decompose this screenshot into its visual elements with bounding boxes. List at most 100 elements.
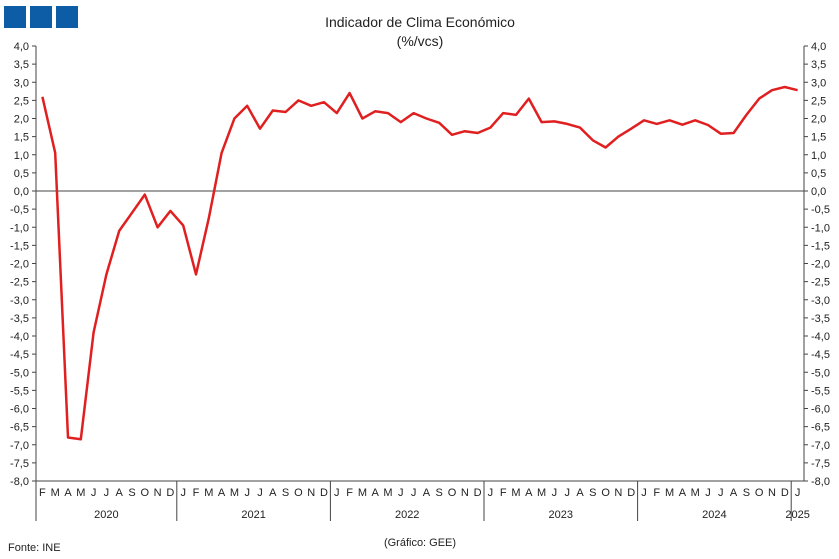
y-tick-label: -2,0	[811, 259, 830, 271]
y-tick-label: -4,5	[811, 349, 830, 361]
x-tick-label: J	[705, 487, 711, 499]
y-tick-label: 4,0	[811, 41, 826, 53]
x-tick-label: M	[230, 487, 239, 499]
y-tick-label: -6,0	[10, 404, 29, 416]
y-tick-label: -7,0	[10, 440, 29, 452]
x-tick-label: J	[718, 487, 724, 499]
y-tick-label: -1,5	[10, 240, 29, 252]
x-tick-label: D	[781, 487, 789, 499]
x-tick-label: J	[641, 487, 647, 499]
x-tick-label: A	[116, 487, 124, 499]
y-tick-label: 3,0	[14, 77, 29, 89]
x-tick-label: M	[204, 487, 213, 499]
y-tick-label: -5,5	[10, 385, 29, 397]
logo-square	[56, 6, 78, 28]
x-tick-label: J	[104, 487, 110, 499]
y-tick-label: 1,0	[14, 150, 29, 162]
x-tick-label: N	[768, 487, 776, 499]
x-tick-label: S	[282, 487, 289, 499]
y-tick-label: 3,0	[811, 77, 826, 89]
x-tick-label: F	[39, 487, 46, 499]
y-tick-label: 3,5	[811, 59, 826, 71]
x-tick-label: O	[141, 487, 150, 499]
y-tick-label: -2,0	[10, 259, 29, 271]
year-label: 2021	[241, 509, 265, 521]
y-tick-label: -7,5	[811, 458, 830, 470]
x-tick-label: M	[383, 487, 392, 499]
x-tick-label: D	[166, 487, 174, 499]
x-tick-label: F	[653, 487, 660, 499]
x-tick-label: J	[488, 487, 494, 499]
y-tick-label: 1,5	[14, 132, 29, 144]
x-tick-label: D	[627, 487, 635, 499]
x-tick-label: A	[64, 487, 72, 499]
y-axis-left: 4,0 3,5 3,0 2,5 2,0 1,5 1,0 0,5 0,0 -0,5 -1,0 -1,5 -…	[10, 41, 36, 488]
y-tick-label: 2,0	[811, 114, 826, 126]
y-tick-label: 4,0	[14, 41, 29, 53]
axes	[35, 46, 805, 482]
x-tick-label: F	[193, 487, 200, 499]
y-tick-label: -6,5	[811, 422, 830, 434]
x-tick-label: N	[614, 487, 622, 499]
y-tick-label: -7,0	[811, 440, 830, 452]
x-tick-label: N	[307, 487, 315, 499]
x-tick-label: A	[730, 487, 738, 499]
x-tick-label: J	[411, 487, 417, 499]
x-tick-label: A	[679, 487, 687, 499]
y-tick-label: -6,0	[811, 404, 830, 416]
y-tick-label: 3,5	[14, 59, 29, 71]
y-tick-label: 2,5	[811, 95, 826, 107]
x-tick-label: A	[423, 487, 431, 499]
y-tick-label: 0,5	[811, 168, 826, 180]
x-tick-label: J	[257, 487, 263, 499]
x-tick-label: M	[76, 487, 85, 499]
x-tick-label: O	[755, 487, 764, 499]
year-label: 2025	[785, 509, 809, 521]
year-label: 2020	[94, 509, 118, 521]
x-tick-label: O	[448, 487, 457, 499]
x-tick-label: M	[691, 487, 700, 499]
x-tick-label: J	[180, 487, 186, 499]
y-tick-label: -5,0	[811, 367, 830, 379]
x-tick-label: A	[525, 487, 533, 499]
year-label: 2024	[702, 509, 726, 521]
x-tick-label: D	[474, 487, 482, 499]
y-tick-label: -5,5	[811, 385, 830, 397]
chart-title: Indicador de Clima Económico	[325, 14, 515, 30]
x-tick-label: A	[372, 487, 380, 499]
logo-square	[4, 6, 26, 28]
y-tick-label: 0,0	[14, 186, 29, 198]
year-label: 2022	[395, 509, 419, 521]
x-tick-label: F	[346, 487, 353, 499]
y-tick-label: 2,0	[14, 114, 29, 126]
y-tick-label: 0,5	[14, 168, 29, 180]
x-tick-label: F	[500, 487, 507, 499]
y-tick-label: -4,0	[10, 331, 29, 343]
y-tick-label: -0,5	[811, 204, 830, 216]
source-note: Fonte: INE	[8, 542, 61, 554]
x-tick-label: J	[795, 487, 801, 499]
x-tick-label: O	[601, 487, 610, 499]
y-tick-label: -2,5	[10, 277, 29, 289]
y-tick-label: -8,0	[811, 476, 830, 488]
x-tick-label: N	[461, 487, 469, 499]
x-tick-label: S	[589, 487, 596, 499]
series-line	[41, 85, 798, 441]
y-tick-label: -3,5	[811, 313, 830, 325]
y-tick-label: 0,0	[811, 186, 826, 198]
y-tick-label: -1,0	[10, 222, 29, 234]
y-tick-label: -5,0	[10, 367, 29, 379]
y-axis-right: 4,0 3,5 3,0 2,5 2,0 1,5 1,0 0,5 0,0 -0,5 -1,0 -1,5 -…	[804, 41, 830, 488]
y-tick-label: -8,0	[10, 476, 29, 488]
y-tick-label: -3,0	[10, 295, 29, 307]
y-tick-label: 2,5	[14, 95, 29, 107]
y-tick-label: -1,5	[811, 240, 830, 252]
x-tick-label: M	[511, 487, 520, 499]
x-tick-label: M	[51, 487, 60, 499]
x-tick-label: J	[552, 487, 558, 499]
chart-subtitle: (%/vcs)	[397, 33, 444, 49]
x-tick-label: S	[128, 487, 135, 499]
x-tick-label: O	[294, 487, 303, 499]
